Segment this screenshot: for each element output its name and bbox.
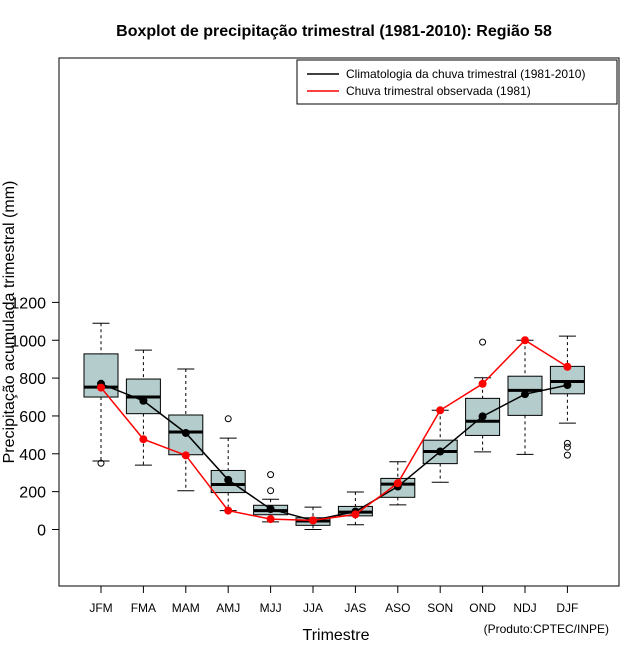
series-observed-point-ASO — [393, 479, 402, 488]
series-climatology-point-MAM — [181, 428, 190, 437]
series-observed-point-JJA — [309, 516, 317, 525]
y-tick-label-600: 600 — [19, 409, 46, 426]
box-AMJ — [210, 415, 246, 512]
series-observed-point-SON — [436, 406, 445, 415]
box-MJJ-outlier-1 — [267, 487, 275, 495]
series-climatology-point-MJJ — [266, 505, 275, 514]
legend-box — [296, 59, 618, 105]
series-observed-point-AMJ — [224, 506, 233, 515]
series-observed-line — [100, 339, 568, 522]
series-climatology-line — [100, 383, 568, 522]
series-observed-point-FMA — [139, 435, 148, 444]
box-DJF-outlier-2 — [563, 451, 571, 459]
box-FMA — [125, 349, 161, 466]
series-observed-point-NDJ — [521, 336, 529, 345]
box-SON — [422, 409, 458, 483]
series-climatology-point-NDJ — [521, 390, 529, 399]
series-observed-point-MJJ — [266, 515, 275, 524]
box-OND — [465, 338, 501, 453]
series-observed-point-DJF — [563, 362, 572, 371]
series-climatology-point-FMA — [139, 396, 148, 405]
x-tick-label-MAM: MAM — [172, 601, 200, 615]
x-tick-label-JJA: JJA — [303, 601, 323, 615]
x-tick-label-SON: SON — [427, 601, 453, 615]
x-tick-label-OND: OND — [469, 601, 496, 615]
y-tick-label-0: 0 — [37, 523, 46, 540]
x-tick-label-JAS: JAS — [344, 601, 366, 615]
box-DJF-outlier-1 — [563, 443, 571, 451]
series-climatology-point-SON — [436, 447, 445, 456]
series-observed-point-MAM — [181, 451, 190, 460]
box-MJJ — [253, 471, 289, 523]
y-tick-label-400: 400 — [19, 447, 46, 464]
series-observed-point-JFM — [97, 383, 105, 392]
box-AMJ-outlier-0 — [224, 415, 232, 423]
box-DJF — [549, 335, 585, 459]
x-axis: JFM FMA MAM AMJ MJJ JJA JAS ASO SON OND NDJ DJF — [89, 585, 578, 615]
series-observed-point-OND — [478, 379, 487, 388]
x-tick-label-FMA: FMA — [131, 601, 156, 615]
box-MJJ-outlier-0 — [267, 471, 275, 479]
y-tick-label-800: 800 — [19, 371, 46, 388]
legend-label-climatology: Climatologia da chuva trimestral (1981-2… — [346, 67, 585, 81]
series-group — [97, 336, 572, 525]
series-climatology-point-OND — [478, 412, 487, 421]
y-axis-label: Precipitação acumulada trimestral (mm) — [1, 181, 18, 464]
chart-title: Boxplot de precipitação trimestral (1981… — [116, 23, 552, 40]
box-group — [83, 322, 585, 530]
box-JFM — [83, 322, 119, 467]
box-JFM-outlier-0 — [97, 459, 105, 467]
y-tick-label-1000: 1000 — [10, 333, 46, 350]
credit-text: (Produto:CPTEC/INPE) — [484, 622, 609, 636]
y-axis: 0 200 400 600 800 1000 1200 — [10, 295, 60, 540]
x-tick-label-ASO: ASO — [385, 601, 410, 615]
x-tick-label-NDJ: NDJ — [513, 601, 536, 615]
x-tick-label-MJJ: MJJ — [260, 601, 282, 615]
series-climatology-point-DJF — [563, 381, 572, 390]
legend: Climatologia da chuva trimestral (1981-2… — [296, 59, 618, 105]
plot-area — [58, 57, 620, 587]
legend-label-observed: Chuva trimestral observada (1981) — [346, 84, 531, 98]
x-tick-label-AMJ: AMJ — [216, 601, 240, 615]
y-tick-label-1200: 1200 — [10, 295, 46, 312]
box-DJF-outlier-0 — [563, 439, 571, 447]
series-climatology-point-AMJ — [224, 475, 233, 484]
y-tick-label-200: 200 — [19, 485, 46, 502]
box-OND-outlier-0 — [479, 338, 487, 346]
series-observed-point-JAS — [351, 510, 360, 519]
x-tick-label-JFM: JFM — [89, 601, 112, 615]
x-axis-label: Trimestre — [303, 627, 370, 644]
x-tick-label-DJF: DJF — [556, 601, 578, 615]
